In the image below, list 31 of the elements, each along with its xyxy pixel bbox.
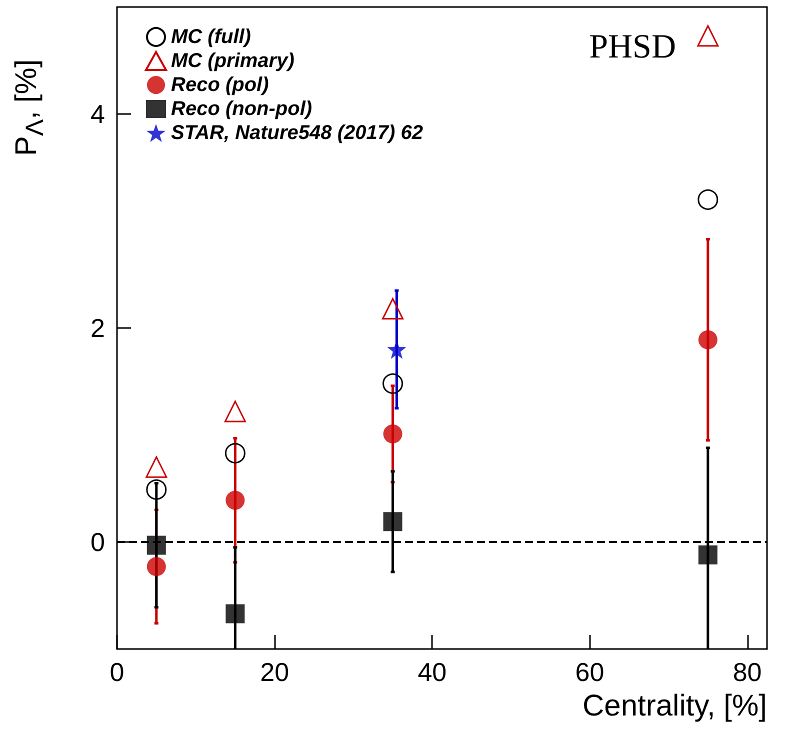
legend-label: Reco (non-pol) xyxy=(171,98,312,120)
point xyxy=(224,442,246,464)
legend-label: STAR, Nature548 (2017) 62 xyxy=(171,122,423,144)
point xyxy=(146,479,167,500)
x-tick-label: 80 xyxy=(732,657,762,687)
legend-label: Reco (pol) xyxy=(171,74,270,96)
point xyxy=(698,189,718,210)
legend-label: MC (full) xyxy=(171,26,252,48)
x-tick-label: 40 xyxy=(418,657,447,687)
legend-label: MC (primary) xyxy=(171,50,295,72)
point xyxy=(382,298,404,320)
point xyxy=(382,373,404,394)
annotation: PHSD xyxy=(589,28,676,66)
point xyxy=(383,512,402,532)
x-axis-title: Centrality, [%] xyxy=(582,690,767,722)
point xyxy=(383,424,402,444)
point xyxy=(698,330,718,350)
y-tick-label: 4 xyxy=(90,99,105,129)
point xyxy=(226,490,245,510)
x-tick-label: 60 xyxy=(575,657,604,687)
y-tick-label: 2 xyxy=(90,313,105,343)
point xyxy=(224,400,246,422)
point xyxy=(146,456,168,478)
y-tick-label: 0 xyxy=(90,527,105,557)
point xyxy=(146,557,166,576)
point xyxy=(697,25,719,47)
point xyxy=(146,536,166,555)
point xyxy=(698,545,718,564)
point xyxy=(226,604,245,624)
x-tick-label: 20 xyxy=(260,657,290,687)
x-tick-label: 0 xyxy=(110,657,124,687)
